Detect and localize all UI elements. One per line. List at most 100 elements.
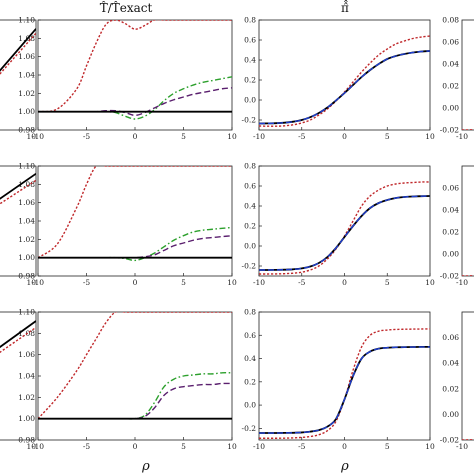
y-tick-label: 1.00: [18, 107, 35, 116]
x-tick-label: 10: [227, 278, 237, 287]
y-tick-label: 0.0: [244, 242, 256, 251]
x-tick-label: -10: [456, 132, 468, 141]
x-tick-label: -5: [83, 442, 91, 451]
series-line-red: [259, 181, 430, 275]
panel-r3c1: 10: [0, 311, 37, 451]
x-tick-label: 10: [425, 278, 435, 287]
panel-r1c1: 10: [0, 19, 37, 141]
panel-frame: [0, 165, 37, 277]
x-tick-label: 5: [181, 442, 186, 451]
panel-r3c2: -10 -5 0 5 100.981.001.021.041.061.081.10: [18, 308, 237, 452]
y-tick-label: 1.02: [18, 89, 35, 98]
y-tick-label: 0.4: [244, 56, 256, 65]
x-tick-label: -10: [32, 278, 44, 287]
panel-frame: [37, 311, 233, 441]
series-line-black: [259, 50, 430, 125]
series-line-red: [462, 275, 474, 276]
y-tick-label: 0.00: [442, 250, 459, 259]
x-tick-label: 5: [385, 132, 390, 141]
x-tick-label: -10: [456, 442, 468, 451]
y-tick-label: 1.04: [18, 372, 35, 381]
panel-r1c2: -10 -5 0 5 100.981.001.021.041.061.081.10: [18, 16, 237, 142]
panel-frame: [461, 311, 474, 441]
series-line-green: [38, 226, 232, 262]
series-line-red: [0, 179, 36, 205]
series-line-red: [38, 312, 232, 420]
panel-frame: [461, 165, 474, 277]
y-tick-label: 0.00: [442, 410, 459, 419]
y-tick-label: 0.4: [244, 354, 256, 363]
x-tick-label: 0: [342, 278, 347, 287]
panel-frame: [37, 165, 233, 277]
y-tick-label: 0.02: [442, 82, 459, 91]
series-line-blue: [259, 195, 430, 271]
x-tick-label: 10: [227, 132, 237, 141]
y-tick-label: -0.2: [242, 116, 257, 125]
series-line-black: [0, 28, 36, 72]
panel-r3c4: -10 0.06 0.04 0.02 0.00 -0.02: [440, 311, 474, 451]
y-tick-label: 0.8: [244, 16, 256, 25]
series-line-red: [38, 166, 232, 259]
series-line-red: [259, 328, 430, 439]
panel-frame: [37, 19, 233, 131]
panel-r1c3: -10 -5 0 5 10 -0.2 0.0 0.2 0.4 0.6 0.8: [242, 16, 435, 142]
x-tick-label: -10: [32, 442, 44, 451]
x-tick-label: 10: [227, 442, 237, 451]
x-tick-label: -5: [83, 132, 91, 141]
y-tick-label: 0.8: [244, 162, 256, 171]
x-tick-label: -10: [456, 278, 468, 287]
y-tick-label: 1.04: [18, 71, 35, 80]
series-line-green: [38, 372, 232, 420]
y-tick-label: 0.2: [244, 377, 256, 386]
y-tick-label: 0.0: [244, 401, 256, 410]
column-title-pi: π̂̂: [341, 0, 349, 15]
x-tick-label: 10: [26, 442, 36, 451]
panel-r2c1: 10: [0, 165, 37, 287]
panel-frame: [258, 19, 431, 131]
y-tick-label: 1.06: [18, 198, 35, 207]
series-line-black: [0, 172, 36, 200]
x-tick-label: -5: [298, 278, 306, 287]
x-tick-label: -10: [253, 442, 265, 451]
panel-r1c4: -10 0.08 0.06 0.04 0.02 0.00 -0.02: [440, 16, 474, 141]
y-tick-label: 1.02: [18, 235, 35, 244]
panel-frame: [461, 19, 474, 131]
x-tick-label: -10: [32, 132, 44, 141]
y-tick-label: 0.0: [244, 96, 256, 105]
x-tick-label: 0: [133, 442, 138, 451]
y-tick-label: 0.08: [442, 16, 459, 25]
series-line-red: [462, 129, 474, 130]
x-tick-label: -5: [83, 278, 91, 287]
y-tick-label: 1.02: [18, 393, 35, 402]
y-tick-label: 0.04: [442, 60, 459, 69]
y-tick-label: 0.6: [244, 331, 256, 340]
series-line-red: [259, 35, 430, 127]
x-axis-label-col2: ρ: [141, 459, 150, 474]
panel-frame: [258, 311, 431, 441]
panel-r3c3: -10 -5 0 5 10 -0.2 0.0 0.2 0.4 0.6 0.8: [242, 308, 435, 452]
y-tick-label: 0.8: [244, 308, 256, 317]
series-line-purple: [38, 382, 232, 420]
y-tick-label: 0.6: [244, 182, 256, 191]
series-line-black: [0, 320, 36, 349]
panel-r2c2: -10 -5 0 5 100.981.001.021.041.061.081.10: [18, 162, 237, 288]
column-title-ratio: T̂/T̂exact: [100, 0, 153, 15]
y-tick-label: 0.2: [244, 76, 256, 85]
y-tick-label: -0.02: [440, 126, 459, 135]
y-tick-label: 1.04: [18, 217, 35, 226]
x-tick-label: 10: [425, 442, 435, 451]
y-tick-label: -0.02: [440, 272, 459, 281]
y-tick-label: 0.06: [442, 184, 459, 193]
series-line-purple: [38, 234, 232, 259]
y-tick-label: 1.00: [18, 253, 35, 262]
x-tick-label: 0: [342, 132, 347, 141]
x-tick-label: 0: [133, 132, 138, 141]
series-line-black: [259, 346, 430, 434]
y-tick-label: 1.06: [18, 350, 35, 359]
series-line-red: [462, 439, 474, 440]
x-tick-label: 5: [385, 442, 390, 451]
x-tick-label: 5: [181, 278, 186, 287]
series-line-blue: [259, 50, 430, 125]
x-axis-label-col3: ρ: [340, 459, 349, 474]
